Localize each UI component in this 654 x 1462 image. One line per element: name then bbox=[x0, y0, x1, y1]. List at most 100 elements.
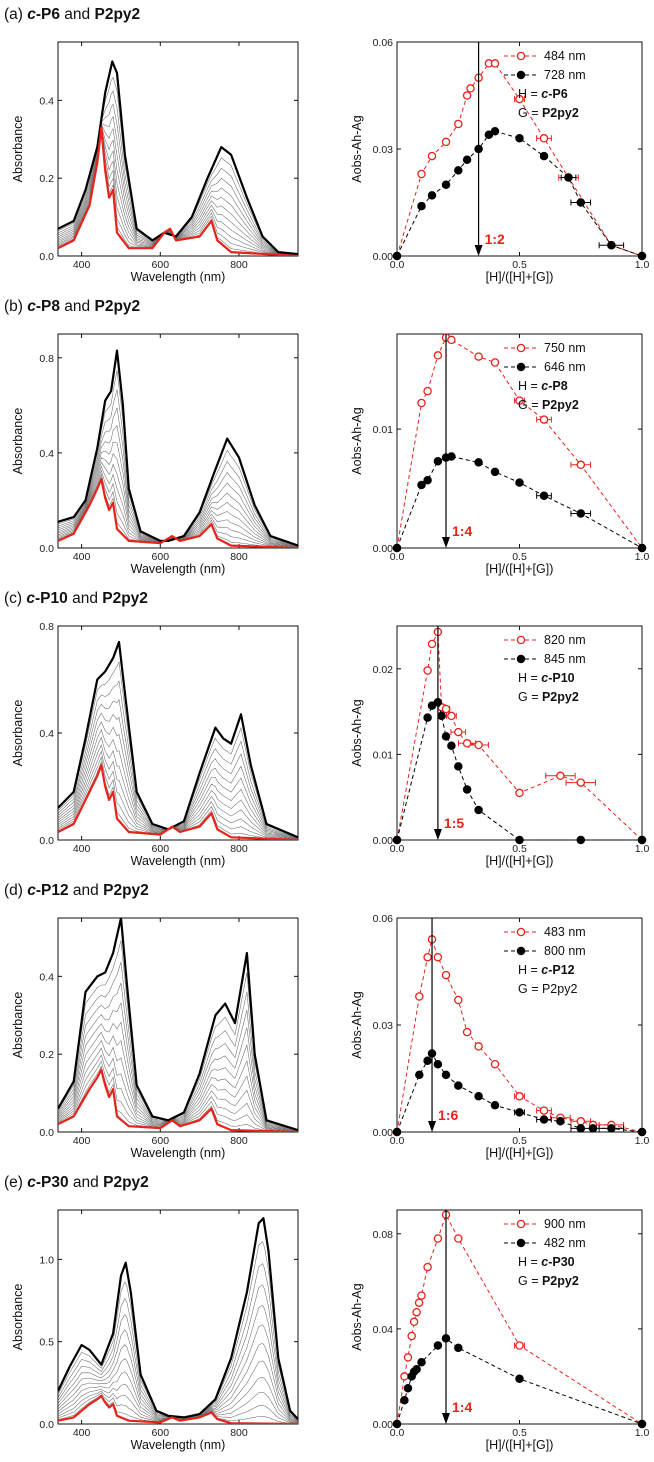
uv-curve-intermediate bbox=[58, 961, 298, 1131]
data-point bbox=[515, 94, 524, 104]
ratio-arrow-head bbox=[442, 1413, 450, 1424]
data-point bbox=[637, 835, 647, 845]
panel-title-host-italic: c bbox=[27, 882, 36, 899]
data-point bbox=[539, 491, 549, 500]
y-tick-label: 0.4 bbox=[39, 971, 54, 983]
y-axis-label: Aobs-Ah-Ag bbox=[350, 115, 364, 182]
data-point bbox=[637, 543, 647, 553]
data-point bbox=[392, 251, 402, 261]
data-point bbox=[576, 778, 586, 787]
legend-label: 728 nm bbox=[544, 68, 586, 82]
data-point bbox=[576, 1124, 586, 1133]
panel-title-and: and bbox=[60, 6, 94, 23]
legend-host: H = c-P10 bbox=[518, 671, 575, 685]
legend-marker bbox=[516, 1219, 526, 1229]
uv-curve-intermediate bbox=[58, 1054, 298, 1132]
panel-title-host-italic: c bbox=[27, 6, 36, 23]
uv-curves bbox=[58, 640, 298, 840]
x-axis-label: [H]/([H]+[G]) bbox=[486, 270, 554, 284]
y-tick-label: 0.4 bbox=[39, 95, 54, 107]
uv-vis-chart: 400 600 800 0.0 0.4 0.8 Wavelength (nm) Absorba… bbox=[11, 333, 299, 576]
data-point bbox=[409, 1317, 419, 1327]
y-tick-label: 0.01 bbox=[373, 424, 394, 436]
data-point bbox=[515, 1108, 524, 1117]
x-axis-label: Wavelength (nm) bbox=[131, 562, 226, 576]
x-axis-label: [H]/([H]+[G]) bbox=[486, 562, 554, 576]
y-axis-label: Aobs-Ah-Ag bbox=[350, 407, 364, 474]
y-axis-label: Aobs-Ah-Ag bbox=[350, 991, 364, 1058]
y-tick-label: 0.08 bbox=[373, 1229, 394, 1241]
x-axis-label: Wavelength (nm) bbox=[131, 1146, 226, 1160]
legend-guest: G = P2py2 bbox=[518, 1274, 579, 1288]
x-tick-label: 0.0 bbox=[390, 259, 405, 271]
uv-curve-intermediate bbox=[58, 680, 298, 839]
y-tick-label: 0.02 bbox=[373, 664, 394, 676]
data-point bbox=[576, 835, 586, 845]
x-tick-label: 800 bbox=[230, 1135, 248, 1147]
legend-guest: G = P2py2 bbox=[518, 398, 579, 412]
panel-title-and: and bbox=[69, 1174, 103, 1191]
job-plot: 0.0 0.5 1.0 0.00 0.01 [H]/([H]+[G]) Aobs-Ah-Ag… bbox=[350, 333, 649, 576]
data-point bbox=[576, 509, 586, 518]
y-tick-label: 0.04 bbox=[373, 1324, 394, 1336]
uv-curve-intermediate bbox=[58, 698, 298, 839]
legend-host-name: -P30 bbox=[548, 1255, 574, 1269]
uv-curve-intermediate bbox=[58, 721, 298, 839]
y-tick-label: 0.0 bbox=[39, 251, 54, 263]
x-tick-label: 600 bbox=[152, 843, 170, 855]
legend-host-name: -P10 bbox=[548, 671, 574, 685]
ratio-label: 1:5 bbox=[444, 815, 464, 831]
uv-curve-final bbox=[58, 60, 298, 256]
legend-host: H = c-P8 bbox=[518, 379, 568, 393]
data-point bbox=[415, 1070, 424, 1080]
data-point bbox=[484, 130, 494, 139]
data-point bbox=[392, 1419, 402, 1429]
data-point bbox=[415, 992, 424, 1001]
plot-frame bbox=[57, 41, 299, 257]
uv-curve-final bbox=[58, 349, 298, 547]
uv-curve-final bbox=[58, 1217, 298, 1420]
legend-marker bbox=[516, 1238, 526, 1248]
legend-label: 820 nm bbox=[544, 633, 586, 647]
legend-label: 800 nm bbox=[544, 944, 586, 958]
data-point bbox=[474, 805, 483, 815]
uv-curve-final bbox=[58, 918, 298, 1132]
data-point bbox=[474, 352, 483, 361]
data-point bbox=[515, 134, 524, 143]
data-point bbox=[433, 1234, 443, 1243]
data-point bbox=[454, 727, 463, 737]
x-tick-label: 400 bbox=[73, 843, 91, 855]
uv-curve-initial bbox=[58, 1394, 298, 1424]
y-tick-label: 0.00 bbox=[373, 835, 394, 847]
data-point bbox=[539, 151, 549, 161]
data-point bbox=[433, 351, 443, 360]
data-point bbox=[474, 740, 483, 750]
x-tick-label: 1.0 bbox=[635, 1135, 650, 1147]
panel-title-prefix: (e) bbox=[4, 1174, 27, 1191]
y-tick-label: 0.00 bbox=[373, 1127, 394, 1139]
uv-curve-intermediate bbox=[58, 1263, 298, 1421]
legend-marker bbox=[516, 51, 526, 61]
y-tick-label: 0.4 bbox=[39, 448, 54, 460]
x-tick-label: 0.0 bbox=[390, 551, 405, 563]
legend-host: H = c-P6 bbox=[518, 87, 568, 101]
uv-curve-intermediate bbox=[58, 461, 298, 548]
panel-title-prefix: (d) bbox=[4, 882, 27, 899]
data-point bbox=[607, 1124, 616, 1133]
x-tick-label: 0.0 bbox=[390, 1135, 405, 1147]
plot-frame bbox=[57, 917, 299, 1133]
data-point bbox=[417, 201, 426, 211]
legend-guest-name: P2py2 bbox=[542, 690, 579, 704]
data-point bbox=[462, 785, 472, 794]
y-tick-label: 0.00 bbox=[373, 543, 394, 555]
uv-curve-initial bbox=[58, 126, 298, 256]
legend-host-italic: c bbox=[541, 379, 548, 393]
data-point bbox=[454, 995, 463, 1005]
legend-host-prefix: H = bbox=[518, 87, 541, 101]
ratio-arrow-head bbox=[428, 1121, 437, 1132]
data-point bbox=[417, 398, 426, 408]
data-point bbox=[400, 1372, 409, 1381]
